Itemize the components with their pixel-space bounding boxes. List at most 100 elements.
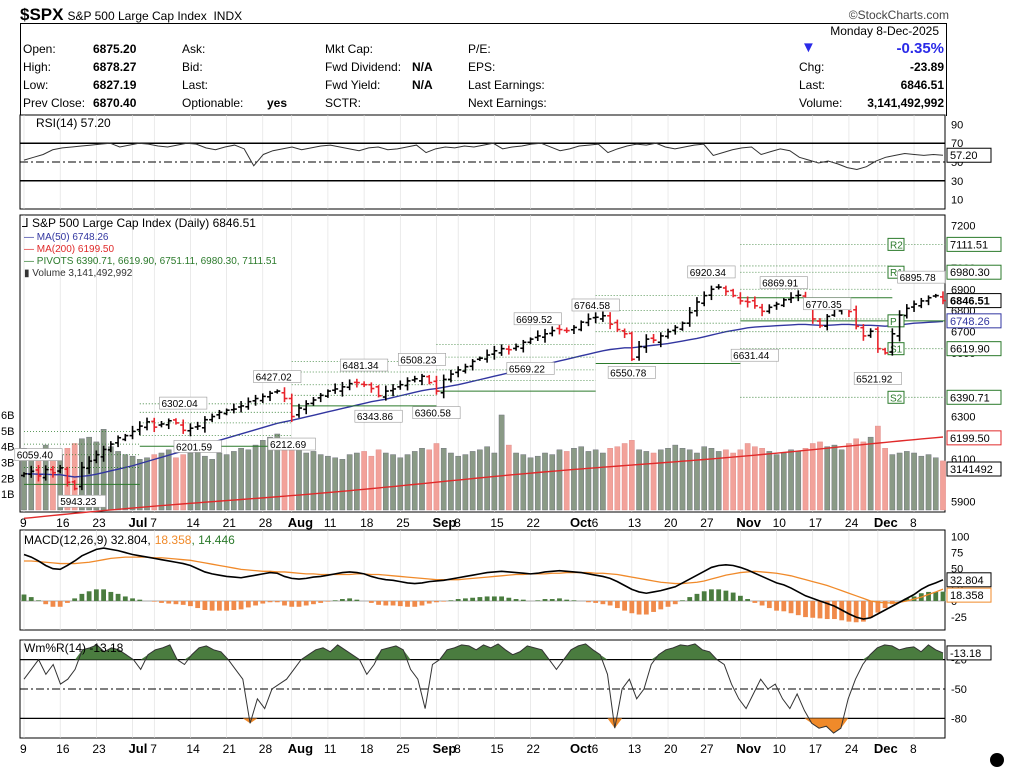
volume-bar [346, 454, 353, 511]
macd-histogram-bar [282, 600, 287, 606]
volume-bar [404, 454, 411, 511]
high-label: High: [23, 60, 52, 74]
rsi-last-label: 57.20 [950, 150, 978, 162]
x-axis-label-bottom: Oct [570, 741, 592, 756]
price-annotation: 6521.92 [856, 374, 893, 385]
x-axis-label: 28 [259, 516, 273, 530]
pivot-value-box [946, 341, 1002, 357]
price-annotation: 6360.58 [415, 409, 452, 420]
price-annotation-box [340, 358, 389, 372]
volume-bar [158, 452, 165, 511]
macd-histogram-bar [665, 600, 671, 607]
pivot-value-label: 6619.90 [950, 344, 990, 356]
macd-histogram-bar [130, 598, 135, 601]
ma200-value-box [946, 430, 1002, 446]
macd-histogram-bar [564, 599, 570, 601]
price-annotation-box [57, 494, 106, 508]
x-axis-label: 24 [845, 516, 859, 530]
volume-bar [556, 449, 563, 511]
macd-histogram-bar [289, 600, 295, 607]
price-annotation: 6302.04 [161, 399, 198, 410]
pivot-value-label: 7111.51 [950, 239, 988, 251]
macd-histogram-bar [28, 597, 34, 601]
pivot-tag-r2: R2 [890, 240, 903, 251]
macd-histogram-bar [274, 600, 280, 603]
volume-bar [542, 452, 548, 511]
volume-bar [223, 454, 230, 511]
quote-header: $SPX S&P 500 Large Cap Index INDX ©StockC… [0, 0, 1011, 116]
macd-value-label: 32.804 [950, 575, 984, 587]
macd-histogram-bar [173, 600, 179, 605]
x-axis-label-bottom: 9 [20, 742, 27, 756]
macd-histogram-bar [260, 600, 266, 604]
stockcharts-brand[interactable]: ©StockCharts.com [848, 8, 949, 22]
volume-tick-label: 3B [1, 457, 14, 469]
price-annotation: 6481.34 [342, 361, 379, 372]
volume-bar [781, 452, 787, 511]
volume-bar [607, 448, 613, 511]
volume-tick-label: 1B [1, 489, 14, 501]
macd-value-box [946, 572, 992, 588]
rsi-tick-label: 10 [951, 195, 963, 207]
quote-date: Monday 8-Dec-2025 [830, 24, 939, 38]
x-axis-label-bottom: 22 [527, 742, 541, 756]
volume-bar [259, 440, 266, 511]
ma200-legend: — MA(200) 6199.50 [24, 244, 114, 255]
volume-bar [375, 449, 382, 511]
x-axis-label-bottom: Jul [129, 741, 148, 756]
volume-bar [267, 436, 273, 511]
price-annotation: 6201.59 [176, 442, 213, 453]
macd-histogram-bar [311, 600, 316, 605]
pivot-tag-r1: R1 [890, 268, 903, 279]
macd-histogram-bar [933, 591, 939, 601]
macd-histogram-bar [448, 600, 454, 601]
x-axis-label-bottom: Aug [288, 741, 313, 756]
macd-histogram-bar [238, 600, 244, 610]
macd-histogram-bar [694, 593, 700, 601]
price-annotation: 6550.78 [610, 368, 647, 379]
prev-close-value: 6870.40 [93, 96, 137, 110]
fwd-yield-label: Fwd Yield: [325, 78, 381, 92]
macd-histogram-bar [115, 593, 121, 601]
macd-histogram-bar [93, 589, 99, 601]
volume-bar [860, 441, 867, 511]
ma200-value-label: 6199.50 [950, 433, 990, 445]
bid-label: Bid: [182, 60, 203, 74]
rsi-tick-label: 90 [951, 119, 963, 131]
volume-value: 3,141,492,992 [867, 96, 944, 110]
x-axis-label: 8 [454, 516, 461, 530]
price-annotation-box [687, 265, 736, 279]
pivot-value-label: 6390.71 [950, 392, 990, 404]
volume-bar [332, 457, 338, 511]
volume-bar [665, 448, 671, 511]
pivot-value-label: 6748.26 [950, 316, 990, 328]
price-annotation-box [730, 348, 779, 362]
volume-bar [657, 449, 664, 511]
pivot-tag-box [887, 390, 905, 404]
volume-bar [932, 457, 939, 511]
volume-bar [108, 446, 114, 511]
volume-bar [904, 451, 910, 511]
price-annotation: 6770.35 [806, 300, 843, 311]
down-arrow-icon: ▼ [801, 39, 816, 56]
macd-histogram-bar [629, 600, 635, 614]
macd-histogram-bar [803, 600, 808, 618]
volume-bar [354, 452, 360, 511]
macd-histogram-bar [535, 600, 541, 601]
volume-bar [549, 454, 556, 511]
macd-histogram-bar [832, 600, 837, 620]
pivot-value-box [946, 389, 1002, 405]
fwd-dividend-label: Fwd Dividend: [325, 60, 402, 74]
prev-close-label: Prev Close: [23, 96, 86, 110]
volume-bar [296, 449, 302, 511]
macd-histogram-bar [810, 600, 816, 618]
pivot-value-label: 6980.30 [950, 267, 990, 279]
wr-tick-label: -80 [951, 713, 967, 725]
x-axis-label-bottom: 14 [186, 742, 200, 756]
macd-histogram-bar [824, 600, 830, 620]
volume-bar [469, 451, 476, 511]
volume-bar [513, 452, 519, 511]
macd-histogram-bar [202, 600, 208, 610]
volume-bar [715, 451, 722, 511]
